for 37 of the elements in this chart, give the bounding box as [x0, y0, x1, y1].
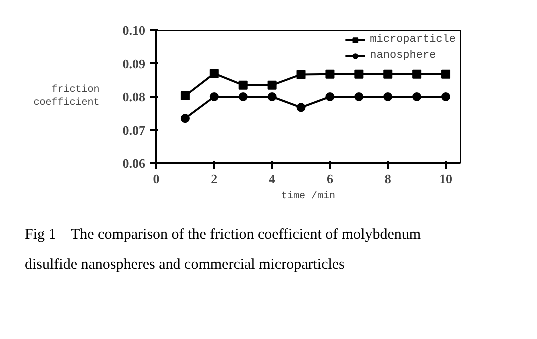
point: [412, 70, 422, 79]
point: [296, 70, 306, 80]
point: [238, 92, 248, 102]
x-tick-label: 8: [384, 172, 392, 186]
point: [238, 80, 248, 90]
y-tick-label: 0.06: [122, 156, 146, 171]
x-tick-label: 0: [153, 172, 160, 186]
x-tick-label: 2: [211, 172, 218, 186]
x-tick-label: 4: [269, 172, 276, 186]
y-tick-label: 0.08: [122, 90, 146, 104]
point: [326, 92, 335, 102]
x-axis-title: time /min: [281, 190, 336, 202]
point: [180, 114, 190, 124]
x-tick-label: 6: [326, 172, 334, 186]
point: [412, 92, 422, 102]
y-tick-label: 0.09: [122, 56, 146, 72]
y-axis-title: friction coefficient: [34, 84, 100, 110]
point: [384, 70, 393, 79]
legend-label: microparticle: [370, 34, 456, 46]
point: [354, 70, 364, 79]
y-tick-label: 0.07: [122, 122, 146, 138]
point: [210, 92, 219, 102]
y-tick-label: 0.10: [122, 23, 146, 38]
point: [210, 69, 219, 78]
point: [384, 92, 393, 102]
point: [442, 92, 451, 102]
point: [326, 70, 335, 79]
point: [442, 70, 451, 79]
caption: Fig 1 The comparison of the friction coefficient of molybdenum: [25, 227, 422, 243]
legend-label: nanosphere: [370, 50, 436, 62]
point: [268, 80, 277, 90]
point: [354, 92, 364, 102]
point: [268, 92, 277, 102]
text: disulfide nanospheres and commercial microparticles: [25, 257, 345, 273]
point: [296, 103, 306, 112]
x-tick-label: 10: [440, 172, 453, 186]
point: [180, 92, 190, 101]
